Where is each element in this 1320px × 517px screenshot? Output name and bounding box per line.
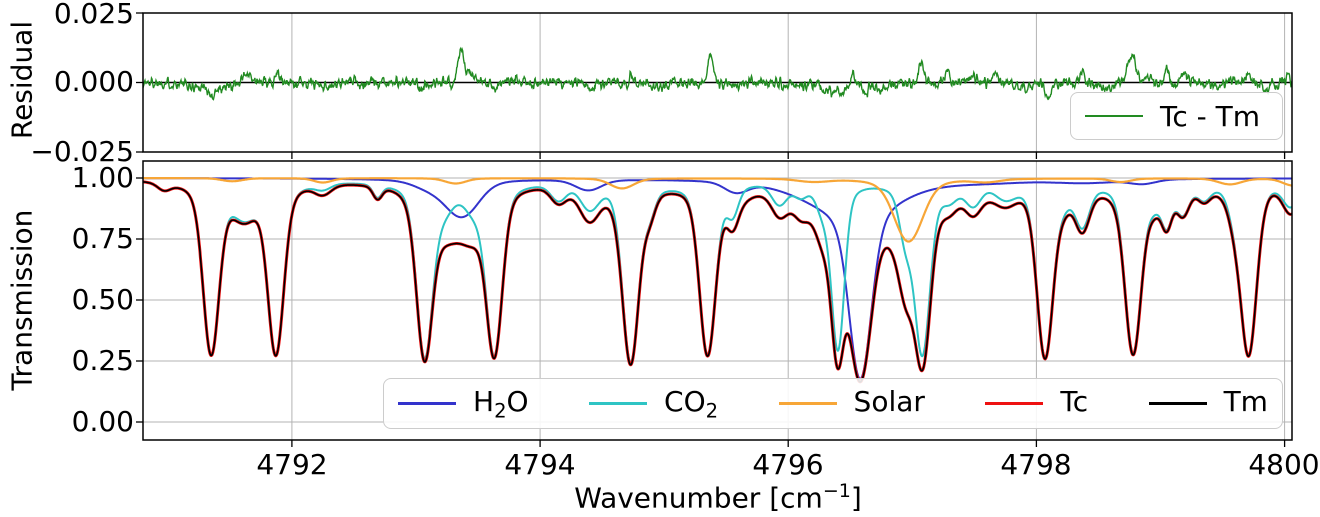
h2o-legend-line-sample [398,402,456,405]
co2-legend-line-sample [589,402,648,405]
transmission-legend: H2O CO2 Solar Tc Tm [383,378,1283,429]
co2-legend-label: CO2 [664,384,719,423]
legend-item-tm: Tm [1148,384,1268,423]
x-axis-label-exponent: −1 [822,480,851,502]
xtick-4792: 4792 [256,448,328,481]
tc-legend-label: Tc [1060,384,1089,418]
transmission-ytick-0.75: 0.75 [71,221,134,255]
residual-ytick-0.000: 0.000 [53,64,134,98]
solar-legend-line-sample [778,402,837,405]
xtick-4796: 4796 [752,448,824,481]
tc-legend-line-sample [985,402,1044,405]
residual-legend-line-sample [1085,114,1143,118]
xtick-4800: 4800 [1248,448,1320,481]
residual-ytick-0.025: 0.025 [53,0,134,30]
legend-item-co2: CO2 [589,384,719,423]
x-axis-label: Wavenumber [cm−1] [574,480,862,515]
tm-legend-line-sample [1148,402,1207,405]
solar-legend-label: Solar [853,384,925,418]
h2o-legend-label: H2O [473,384,529,423]
residual-legend: Tc - Tm [1070,92,1283,140]
legend-item-tc: Tc [985,385,1088,423]
transmission-ytick-0.50: 0.50 [71,282,134,316]
legend-item-solar: Solar [778,384,925,423]
transmission-ytick-1.00: 1.00 [71,160,134,194]
residual-legend-label: Tc - Tm [1160,99,1261,133]
xtick-4798: 4798 [1000,448,1072,481]
xtick-4794: 4794 [504,448,576,481]
transmission-ytick-0.00: 0.00 [71,404,134,438]
residual-y-axis-label: Residual [5,20,39,140]
transmission-y-axis-label: Transmission [5,209,39,391]
residual-ytick--0.025: −0.025 [30,134,134,168]
transmission-ytick-0.25: 0.25 [71,343,134,377]
legend-item-h2o: H2O [398,384,529,423]
tm-legend-label: Tm [1223,384,1268,418]
